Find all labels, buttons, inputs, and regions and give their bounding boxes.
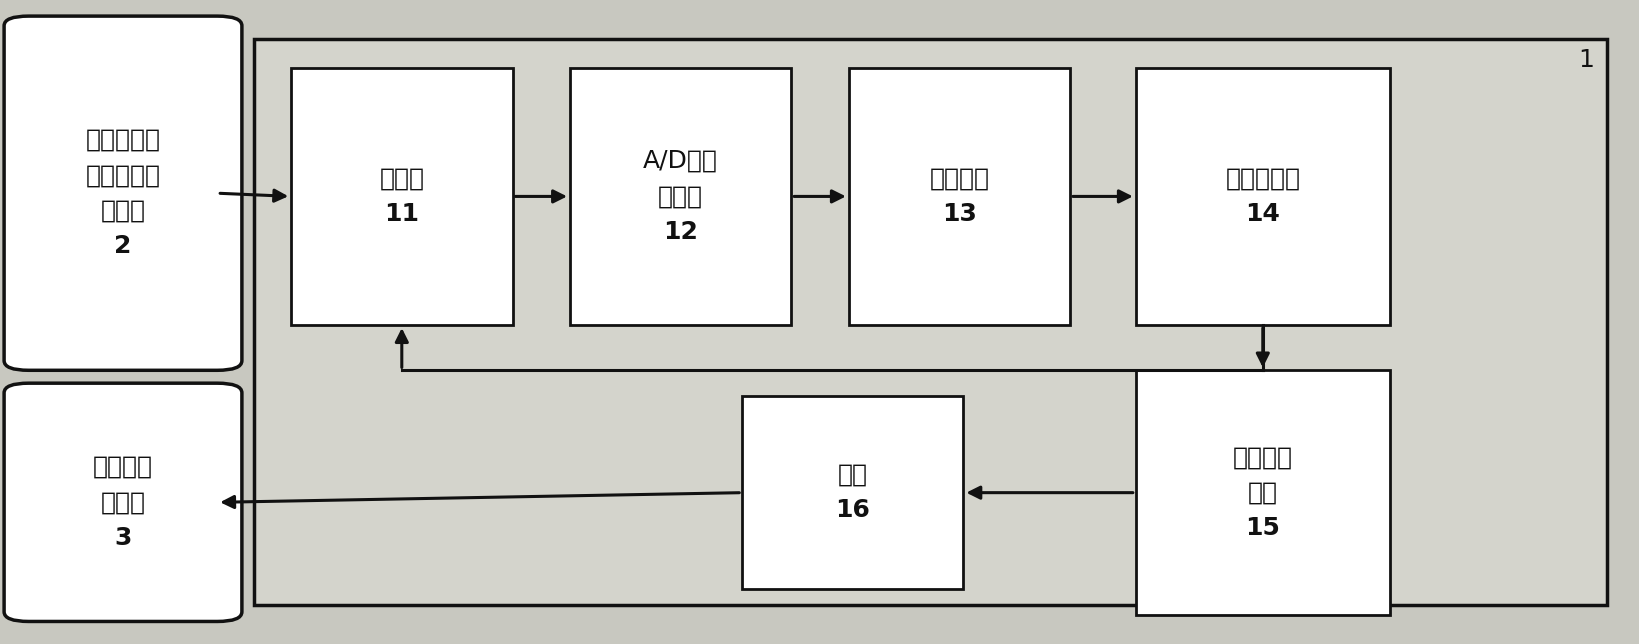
Text: 12: 12 (662, 220, 698, 244)
Bar (741, 396, 964, 589)
Text: 天线: 天线 (838, 463, 867, 487)
Text: 模块: 模块 (1247, 480, 1277, 505)
Text: A/D变换: A/D变换 (642, 149, 718, 173)
Text: 视接收机的: 视接收机的 (85, 164, 161, 187)
Bar (292, 68, 513, 325)
Text: 处理器: 处理器 (657, 184, 703, 209)
Bar (1134, 68, 1390, 325)
Bar (849, 68, 1070, 325)
Text: 存储装置: 存储装置 (929, 167, 988, 191)
Bar (1134, 370, 1390, 615)
Text: 15: 15 (1244, 516, 1280, 540)
Text: 1: 1 (1577, 48, 1593, 72)
Text: 图像处理器: 图像处理器 (1224, 167, 1300, 191)
Bar (254, 39, 1606, 605)
Text: 16: 16 (834, 498, 870, 522)
FancyBboxPatch shape (3, 16, 243, 370)
Text: 移动通讯: 移动通讯 (1233, 445, 1292, 469)
Text: 中心监控: 中心监控 (93, 455, 152, 479)
Text: 3: 3 (115, 526, 131, 550)
Text: 无线数字电: 无线数字电 (85, 128, 161, 152)
Text: 13: 13 (941, 202, 977, 226)
Text: 14: 14 (1244, 202, 1280, 226)
Bar (570, 68, 790, 325)
Text: 2: 2 (115, 234, 131, 258)
Text: 摄像头: 摄像头 (379, 167, 425, 191)
FancyBboxPatch shape (3, 383, 243, 621)
Text: 服务器: 服务器 (100, 490, 146, 515)
Text: 显示屏: 显示屏 (100, 199, 146, 223)
Text: 11: 11 (384, 202, 420, 226)
